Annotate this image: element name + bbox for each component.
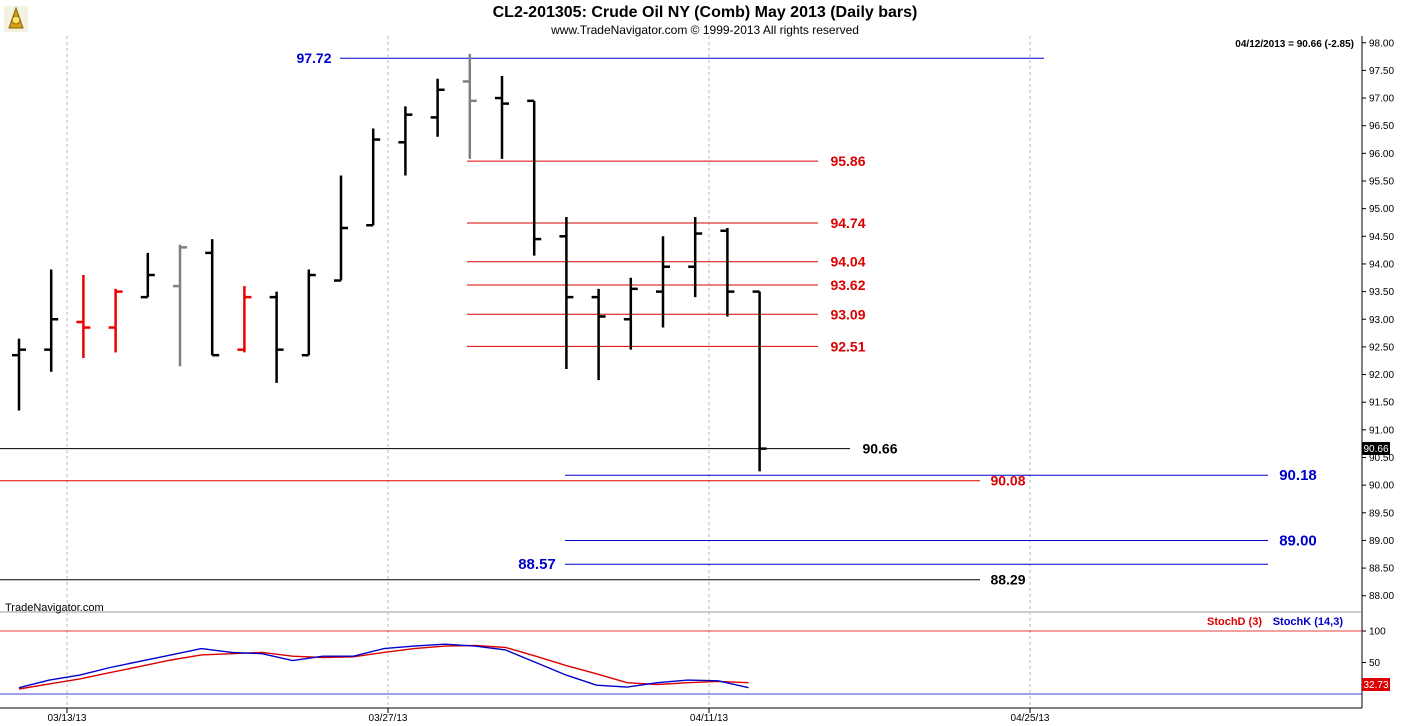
- price-levels: 97.72 95.86 94.74 94.04 93.62 93.09 92.51 90.66…: [0, 50, 1317, 588]
- y-tick-label: 88.00: [1369, 591, 1394, 602]
- level-label: 88.57: [518, 556, 556, 573]
- ohlc-bar: [591, 288, 606, 381]
- y-tick-label: 97.00: [1369, 94, 1394, 105]
- ohlc-bar: [656, 236, 670, 328]
- x-tick-label: 03/13/13: [48, 713, 87, 724]
- ohlc-bar: [462, 53, 477, 159]
- ohlc-bar: [623, 277, 638, 350]
- ohlc-bar: [140, 252, 155, 299]
- stoch-tick-label: 100: [1369, 627, 1386, 638]
- ohlc-bar: [559, 216, 574, 370]
- level-label: 93.62: [830, 277, 865, 293]
- y-tick-label: 88.50: [1369, 564, 1394, 575]
- ohlc-bar: [12, 338, 26, 411]
- ohlc-bar: [205, 239, 220, 357]
- ohlc-bar: [495, 75, 509, 159]
- ohlc-bar: [430, 78, 445, 137]
- ohlc-bar: [173, 244, 187, 367]
- ohlc-bar: [366, 128, 381, 227]
- stoch-value-label: 32.73: [1363, 680, 1388, 691]
- ohlc-bar: [44, 269, 59, 372]
- y-tick-label: 95.50: [1369, 177, 1394, 188]
- y-tick-label: 89.00: [1369, 536, 1394, 547]
- last-bar-info: 04/12/2013 = 90.66 (-2.85): [1235, 39, 1354, 50]
- y-tick-label: 92.00: [1369, 370, 1394, 381]
- level-label: 90.18: [1279, 467, 1317, 484]
- watermark-text: TradeNavigator.com: [5, 602, 104, 614]
- x-tick-label: 04/11/13: [690, 713, 729, 724]
- level-label: 94.04: [830, 254, 865, 270]
- y-tick-label: 90.00: [1369, 481, 1394, 492]
- y-tick-label: 97.50: [1369, 66, 1394, 77]
- ohlc-bar: [752, 290, 767, 472]
- y-tick-label: 95.00: [1369, 204, 1394, 215]
- x-tick-label: 03/27/13: [369, 713, 408, 724]
- legend-stochk: StochK (14,3): [1273, 616, 1344, 628]
- y-tick-label: 98.00: [1369, 38, 1394, 49]
- y-tick-label: 90.50: [1369, 453, 1394, 464]
- stochk-line: [18, 643, 749, 689]
- stoch-tick-label: 50: [1369, 658, 1381, 669]
- stoch-value-marker: 32.73: [1362, 678, 1390, 691]
- stochastic-panel: 100 50: [0, 627, 1386, 695]
- level-label: 93.09: [830, 306, 865, 322]
- level-label: 92.51: [830, 338, 865, 354]
- stochd-line: [18, 644, 749, 690]
- legend-stochd: StochD (3): [1207, 616, 1262, 628]
- ohlc-bar: [269, 291, 284, 383]
- chart-subtitle: www.TradeNavigator.com © 1999-2013 All r…: [550, 23, 859, 37]
- chart-title: CL2-201305: Crude Oil NY (Comb) May 2013…: [493, 4, 918, 21]
- ohlc-bar: [237, 286, 252, 353]
- ohlc-bar: [334, 175, 348, 282]
- time-axis: 03/13/13 03/27/13 04/11/13 04/25/13: [48, 708, 1050, 724]
- y-tick-label: 94.00: [1369, 259, 1394, 270]
- y-tick-label: 93.50: [1369, 287, 1394, 298]
- x-tick-label: 04/25/13: [1011, 713, 1050, 724]
- y-tick-label: 91.50: [1369, 398, 1394, 409]
- price-axis: 98.00 97.50 97.00 96.50 96.00 95.50 95.00 94.50…: [1362, 38, 1394, 602]
- ohlc-bar: [688, 216, 703, 298]
- y-tick-label: 92.50: [1369, 342, 1394, 353]
- level-label: 89.00: [1279, 532, 1317, 549]
- y-tick-label: 96.50: [1369, 121, 1394, 132]
- level-label: 88.29: [990, 572, 1025, 588]
- ohlc-bar: [108, 288, 123, 353]
- last-price-marker: 90.66: [1362, 442, 1390, 455]
- ohlc-bar: [527, 99, 542, 256]
- y-tick-label: 94.50: [1369, 232, 1394, 243]
- ohlc-bars: [12, 53, 767, 472]
- ohlc-bar: [720, 228, 735, 317]
- y-tick-label: 91.00: [1369, 425, 1394, 436]
- level-label: 90.08: [990, 473, 1025, 489]
- ohlc-bar: [301, 269, 316, 357]
- ohlc-bar: [76, 275, 91, 358]
- y-tick-label: 93.00: [1369, 315, 1394, 326]
- y-tick-label: 89.50: [1369, 508, 1394, 519]
- grid: [66, 36, 1031, 708]
- level-label: 97.72: [296, 50, 331, 66]
- level-label: 90.66: [862, 441, 897, 457]
- y-tick-label: 96.00: [1369, 149, 1394, 160]
- level-label: 94.74: [830, 215, 865, 231]
- ohlc-bar: [398, 106, 413, 176]
- level-label: 95.86: [830, 153, 865, 169]
- tradenavigator-logo-icon: [4, 6, 28, 32]
- last-price-label: 90.66: [1363, 444, 1388, 455]
